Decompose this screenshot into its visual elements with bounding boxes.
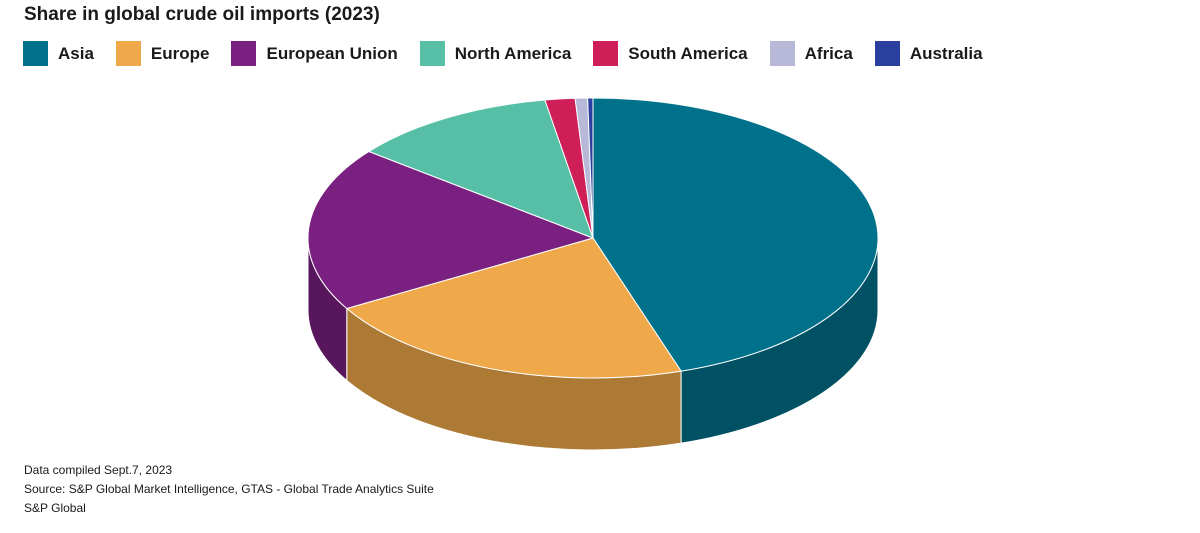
- legend-item: European Union: [231, 41, 398, 66]
- pie-slice: [367, 99, 594, 239]
- legend-label: European Union: [266, 43, 398, 63]
- pie-slice: [345, 237, 682, 379]
- footnotes: Data compiled Sept.7, 2023 Source: S&P Gl…: [24, 461, 434, 518]
- legend-swatch: [115, 41, 141, 66]
- legend-label: Australia: [909, 43, 983, 63]
- legend-swatch: [593, 41, 619, 66]
- legend-swatch: [23, 41, 48, 66]
- legend-item: Australia: [874, 41, 983, 66]
- footnote: Source: S&P Global Market Intelligence, …: [24, 482, 434, 496]
- legend-label: Asia: [58, 43, 94, 63]
- legend-label: Africa: [804, 43, 853, 63]
- legend-label: North America: [454, 43, 572, 63]
- legend-item: Europe: [115, 41, 210, 66]
- legend-label: South America: [628, 43, 748, 63]
- legend-swatch: [874, 41, 900, 66]
- legend-swatch: [769, 41, 795, 66]
- pie-slice: [307, 150, 595, 310]
- legend-item: North America: [419, 41, 572, 66]
- chart-title: Share in global crude oil imports (2023): [24, 4, 380, 25]
- legend: Asia Europe European Union North America Sou…: [23, 41, 983, 66]
- legend-label: Europe: [150, 43, 210, 63]
- legend-item: Asia: [23, 41, 94, 66]
- legend-swatch: [231, 41, 257, 66]
- footnote: S&P Global: [24, 501, 86, 515]
- pie-slice: [587, 97, 594, 239]
- legend-swatch: [419, 41, 445, 66]
- footnote: Data compiled Sept.7, 2023: [24, 463, 173, 477]
- legend-item: South America: [593, 41, 748, 66]
- legend-item: Africa: [769, 41, 853, 66]
- pie-slice: [592, 97, 879, 372]
